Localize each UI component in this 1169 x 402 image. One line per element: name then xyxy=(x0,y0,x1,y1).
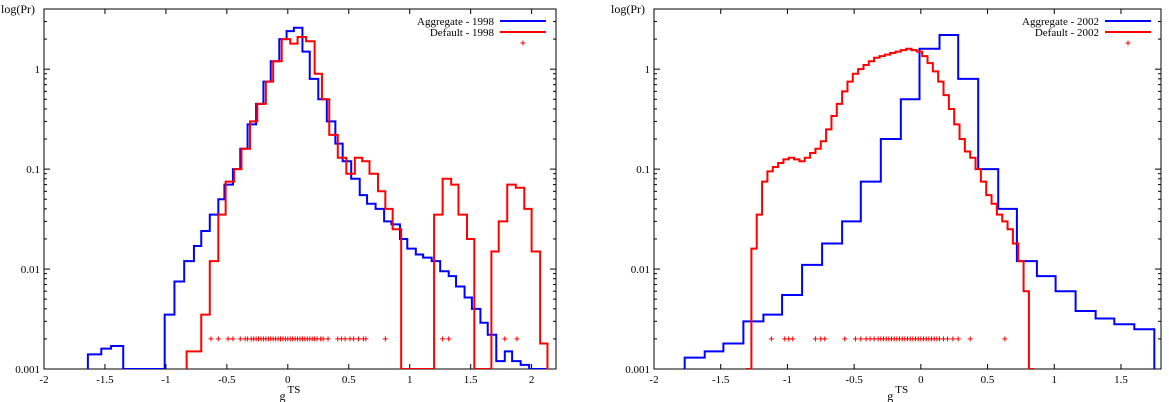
scatter-point xyxy=(237,336,243,342)
scatter-point xyxy=(320,336,326,342)
scatter-point xyxy=(356,336,362,342)
scatter-point xyxy=(514,336,520,342)
scatter-point xyxy=(1002,336,1008,342)
scatter-point xyxy=(950,336,956,342)
scatter-point xyxy=(955,336,961,342)
y-tick-label: 1 xyxy=(35,64,41,76)
scatter-point xyxy=(502,336,508,342)
series-line-2 xyxy=(746,47,1035,369)
plot-area xyxy=(86,26,549,369)
x-tick-label: -0.5 xyxy=(218,374,236,386)
x-tick-label: 0.5 xyxy=(342,374,356,386)
x-tick-label: 1.5 xyxy=(464,374,478,386)
legend-label: Aggregate - 1998 xyxy=(417,16,494,28)
x-tick-label: 0 xyxy=(918,374,924,386)
y-axis-label: log(Pr) xyxy=(1,2,35,16)
scatter-point xyxy=(812,336,818,342)
x-tick-label: -0.5 xyxy=(845,374,863,386)
x-tick-label: 1 xyxy=(1052,374,1058,386)
x-tick-label: -1 xyxy=(783,374,792,386)
scatter-point xyxy=(945,336,951,342)
legend-label: Default - 1998 xyxy=(430,27,495,39)
scatter-point xyxy=(768,336,774,342)
y-tick-label: 0.1 xyxy=(26,164,40,176)
legend-label: Default - 2002 xyxy=(1035,27,1099,39)
scatter-point xyxy=(363,336,369,342)
scatter-point xyxy=(842,336,848,342)
y-tick-label: 0.1 xyxy=(636,164,650,176)
scatter-point xyxy=(852,336,858,342)
y-tick-label: 0.001 xyxy=(15,364,40,376)
legend-marker xyxy=(1125,40,1131,46)
x-tick-label: 1.5 xyxy=(1114,374,1128,386)
x-tick-label: 0.5 xyxy=(981,374,995,386)
x-tick-label: -2 xyxy=(649,374,658,386)
y-tick-label: 0.01 xyxy=(21,264,40,276)
x-tick-label: 1 xyxy=(407,374,413,386)
series-line-2 xyxy=(185,35,549,369)
x-tick-label: 0 xyxy=(285,374,291,386)
plot-frame xyxy=(653,8,1162,370)
x-tick-label: -1.5 xyxy=(96,374,114,386)
y-axis-label: log(Pr) xyxy=(611,2,645,16)
scatter-point xyxy=(382,336,388,342)
series-line-1 xyxy=(86,26,547,369)
plot-frame xyxy=(43,8,557,370)
legend-marker xyxy=(520,40,526,46)
plot-area xyxy=(683,33,1156,369)
y-tick-label: 0.001 xyxy=(625,364,650,376)
chart-2: -2 -1.5 -1 -0.5 0 0.5 1 1.5 0.001 0.01 0.1 1 log(Pr)… xyxy=(611,2,1162,402)
scatter-point xyxy=(858,336,864,342)
x-tick-label: 2 xyxy=(529,374,535,386)
x-axis-label: g xyxy=(280,389,286,402)
chart-1: -2 -1.5 -1 -0.5 0 0.5 1 1.5 2 0.001 0.01 0.1 1 log(Pr… xyxy=(1,2,557,402)
scatter-point xyxy=(342,336,348,342)
scatter-point xyxy=(215,336,221,342)
legend-label: Aggregate - 2002 xyxy=(1022,16,1099,28)
series-line-1 xyxy=(683,33,1156,369)
y-tick-label: 0.01 xyxy=(631,264,650,276)
x-tick-label: -1.5 xyxy=(712,374,730,386)
x-axis-label-subscript: TS xyxy=(895,384,908,396)
scatter-point xyxy=(440,336,446,342)
scatter-point xyxy=(230,336,236,342)
x-tick-label: -2 xyxy=(39,374,48,386)
scatter-point xyxy=(790,336,796,342)
scatter-point xyxy=(967,336,973,342)
scatter-point xyxy=(208,336,214,342)
x-axis-label-subscript: TS xyxy=(288,384,301,396)
y-tick-label: 1 xyxy=(645,64,651,76)
scatter-point xyxy=(446,336,452,342)
scatter-point xyxy=(822,336,828,342)
scatter-point xyxy=(351,336,357,342)
scatter-point xyxy=(325,336,331,342)
x-axis-label: g xyxy=(887,389,893,402)
x-tick-label: -1 xyxy=(161,374,170,386)
scatter-point xyxy=(225,336,231,342)
